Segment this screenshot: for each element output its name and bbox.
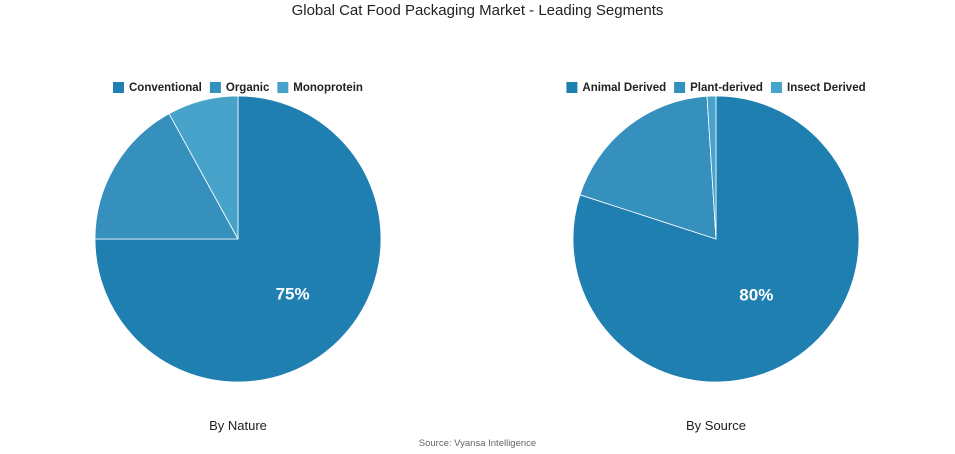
slice-label: 80% bbox=[739, 286, 773, 305]
legend: Conventional Organic Monoprotein bbox=[113, 82, 363, 94]
source-note: Source: Vyansa Intelligence bbox=[418, 438, 537, 449]
pie-slice-plant-derived[interactable] bbox=[579, 95, 717, 240]
pie-slice-conventional[interactable] bbox=[94, 95, 382, 383]
legend-label: Insect Derived bbox=[787, 82, 866, 94]
legend-swatch bbox=[277, 82, 289, 93]
legend-label: Animal Derived bbox=[582, 82, 666, 94]
pie-slice-insect-derived[interactable] bbox=[706, 95, 717, 240]
legend-swatch bbox=[674, 82, 686, 93]
legend-label: Monoprotein bbox=[293, 82, 363, 94]
chart-subtitle: By Source bbox=[686, 418, 746, 433]
legend-swatch bbox=[209, 82, 221, 93]
legend-label: Organic bbox=[226, 82, 270, 94]
legend-label: Plant-derived bbox=[690, 82, 763, 94]
pie-chart-2: 80% Animal Derived Plant-derived Insect Der… bbox=[566, 82, 866, 433]
chart-subtitle: By Nature bbox=[209, 418, 267, 433]
pie-chart-1: 75% Conventional Organic Monoprotein By Natu… bbox=[94, 82, 382, 433]
slice-label: 75% bbox=[276, 285, 310, 304]
legend-swatch bbox=[566, 82, 578, 93]
legend: Animal Derived Plant-derived Insect Derive… bbox=[566, 82, 866, 94]
pie-slice-monoprotein[interactable] bbox=[168, 95, 239, 240]
legend-swatch bbox=[771, 82, 782, 93]
legend-swatch bbox=[113, 82, 124, 93]
legend-label: Conventional bbox=[129, 82, 202, 94]
pie-slice-organic[interactable] bbox=[94, 113, 239, 240]
chart-title: Global Cat Food Packaging Market - Leadi… bbox=[291, 2, 664, 19]
